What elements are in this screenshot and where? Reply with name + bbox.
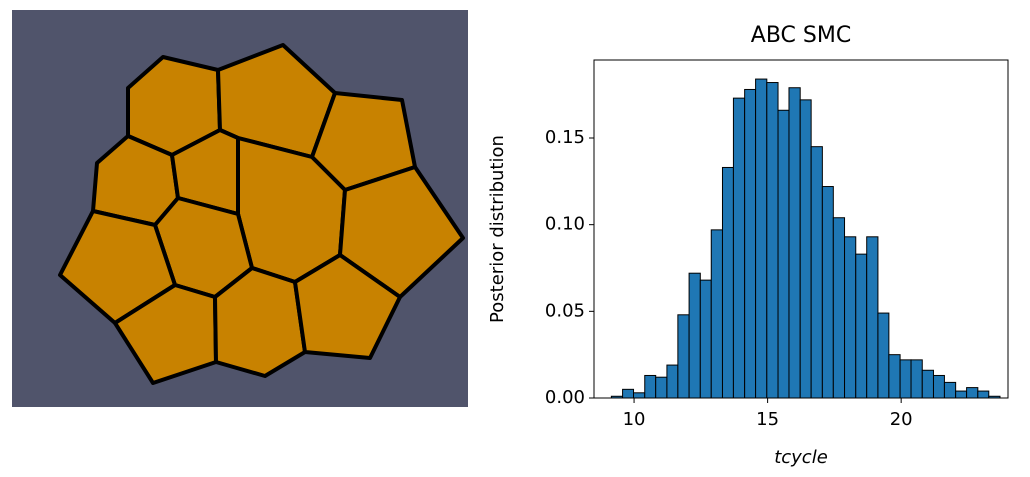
x-axis-label: tcycle — [774, 447, 828, 468]
figure: ABC SMC tcycle Posterior distribution 10… — [0, 0, 1030, 473]
bar — [767, 83, 778, 398]
chart-title: ABC SMC — [751, 23, 851, 48]
bar — [878, 313, 889, 398]
x-tick-label: 10 — [623, 409, 646, 430]
bar — [867, 237, 878, 398]
bar — [800, 100, 811, 398]
bar — [678, 315, 689, 398]
bar — [634, 393, 645, 398]
bar — [778, 110, 789, 398]
bar — [900, 360, 911, 398]
bar — [911, 360, 922, 398]
bar — [856, 254, 867, 398]
y-tick-label: 0.15 — [545, 127, 585, 148]
bar — [689, 273, 700, 398]
bar — [833, 218, 844, 398]
bar — [722, 167, 733, 398]
tissue-panel — [12, 10, 468, 407]
page: {"chart_data": {"type": "histogram", "ti… — [0, 0, 1030, 473]
bar — [733, 98, 744, 398]
bar — [811, 147, 822, 398]
bar — [933, 375, 944, 398]
bar — [656, 377, 667, 398]
bar — [967, 388, 978, 398]
bar — [922, 370, 933, 398]
bar — [645, 375, 656, 398]
bar — [700, 280, 711, 398]
y-tick-label: 0.00 — [545, 387, 585, 408]
bar — [756, 79, 767, 398]
cell — [215, 268, 305, 376]
bar — [944, 382, 955, 398]
bar — [845, 237, 856, 398]
y-axis-label: Posterior distribution — [487, 135, 508, 323]
bar — [711, 230, 722, 398]
x-tick-label: 20 — [890, 409, 913, 430]
y-tick-label: 0.10 — [545, 214, 585, 235]
bar — [956, 391, 967, 398]
bar — [978, 391, 989, 398]
bar — [822, 187, 833, 398]
bar — [667, 365, 678, 398]
y-tick-label: 0.05 — [545, 300, 585, 321]
bar — [623, 389, 634, 398]
bar — [745, 89, 756, 398]
x-tick-label: 15 — [756, 409, 779, 430]
bar — [889, 355, 900, 398]
bar — [789, 88, 800, 398]
